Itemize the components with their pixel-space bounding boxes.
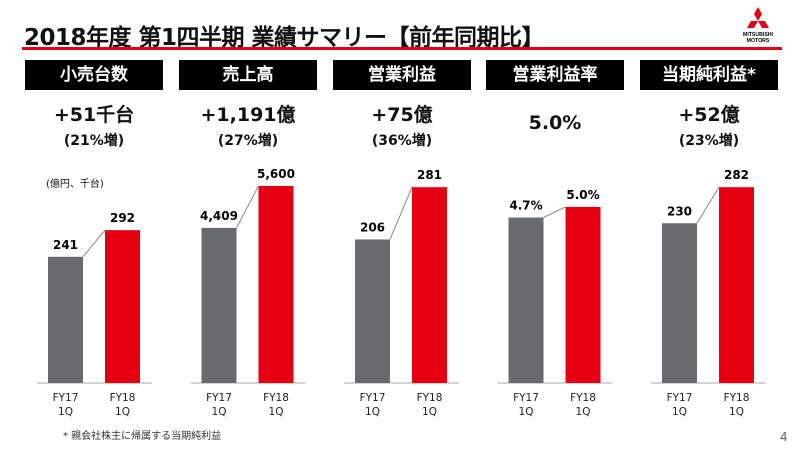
panel-header: 当期純利益* xyxy=(640,60,778,90)
panel-header: 営業利益 xyxy=(333,60,471,90)
category-label: 1Q xyxy=(729,406,744,418)
category-label: 1Q xyxy=(58,406,73,418)
category-label: 1Q xyxy=(269,406,284,418)
bar-fy18 xyxy=(565,206,601,383)
mitsubishi-logo: MITSUBISHI MOTORS xyxy=(743,7,774,44)
category-label: FY18 xyxy=(263,392,289,404)
bar-fy17 xyxy=(508,217,544,383)
change-percent: (21%増) xyxy=(63,133,125,149)
panel-header: 小売台数 xyxy=(25,60,163,90)
category-label: FY18 xyxy=(724,392,750,404)
category-label: FY18 xyxy=(417,392,443,404)
category-label: FY17 xyxy=(513,392,539,404)
category-label: 1Q xyxy=(672,406,687,418)
svg-text:MITSUBISHI: MITSUBISHI xyxy=(743,32,774,38)
bar-value-label: 241 xyxy=(53,238,78,252)
panel-header: 売上高 xyxy=(179,60,317,90)
page-number: 4 xyxy=(780,430,788,444)
panel-header: 営業利益率 xyxy=(486,60,624,90)
connector-line xyxy=(696,186,720,224)
title-underline xyxy=(22,47,782,50)
connector-line xyxy=(236,185,259,229)
bar-value-label: 5,600 xyxy=(257,167,295,181)
footnote: * 親会社株主に帰属する当期純利益 xyxy=(63,431,222,442)
bar-fy18 xyxy=(412,187,447,383)
category-label: 1Q xyxy=(519,406,534,418)
connector-line xyxy=(543,206,566,218)
svg-text:MOTORS: MOTORS xyxy=(747,38,770,44)
bar-value-label: 206 xyxy=(360,220,385,234)
page-title: 2018年度 第1四半期 業績サマリー【前年同期比】 xyxy=(24,25,545,51)
change-value: 5.0% xyxy=(528,112,582,134)
category-label: FY18 xyxy=(570,392,596,404)
bar-fy17 xyxy=(201,227,237,383)
connector-line xyxy=(389,186,413,240)
bar-value-label: 282 xyxy=(724,168,749,182)
bar-value-label: 5.0% xyxy=(566,188,599,202)
bar-value-label: 292 xyxy=(110,211,135,225)
change-value: +1,191億 xyxy=(200,104,296,126)
category-label: 1Q xyxy=(365,406,380,418)
bar-fy18 xyxy=(105,230,140,383)
category-label: 1Q xyxy=(212,406,227,418)
change-value: +52億 xyxy=(678,104,740,126)
category-label: FY17 xyxy=(360,392,386,404)
unit-label: (億円、千台) xyxy=(46,179,104,190)
bar-fy17 xyxy=(48,256,83,383)
bar-fy17 xyxy=(662,223,697,383)
connector-line xyxy=(82,229,106,258)
change-percent: (23%増) xyxy=(678,133,740,149)
bar-value-label: 281 xyxy=(417,168,442,182)
category-label: FY17 xyxy=(53,392,79,404)
category-label: FY18 xyxy=(110,392,136,404)
bar-fy17 xyxy=(355,239,390,383)
change-percent: (36%増) xyxy=(371,133,433,149)
bar-fy18 xyxy=(258,185,294,383)
category-label: 1Q xyxy=(422,406,437,418)
bar-fy18 xyxy=(719,187,754,383)
category-label: FY17 xyxy=(206,392,232,404)
bar-value-label: 4,409 xyxy=(200,209,238,223)
category-label: FY17 xyxy=(667,392,693,404)
category-label: 1Q xyxy=(576,406,591,418)
change-value: +75億 xyxy=(371,104,433,126)
bar-value-label: 4.7% xyxy=(509,199,542,213)
change-percent: (27%増) xyxy=(217,133,279,149)
category-label: 1Q xyxy=(115,406,130,418)
change-value: +51千台 xyxy=(53,104,135,126)
bar-value-label: 230 xyxy=(667,204,692,218)
